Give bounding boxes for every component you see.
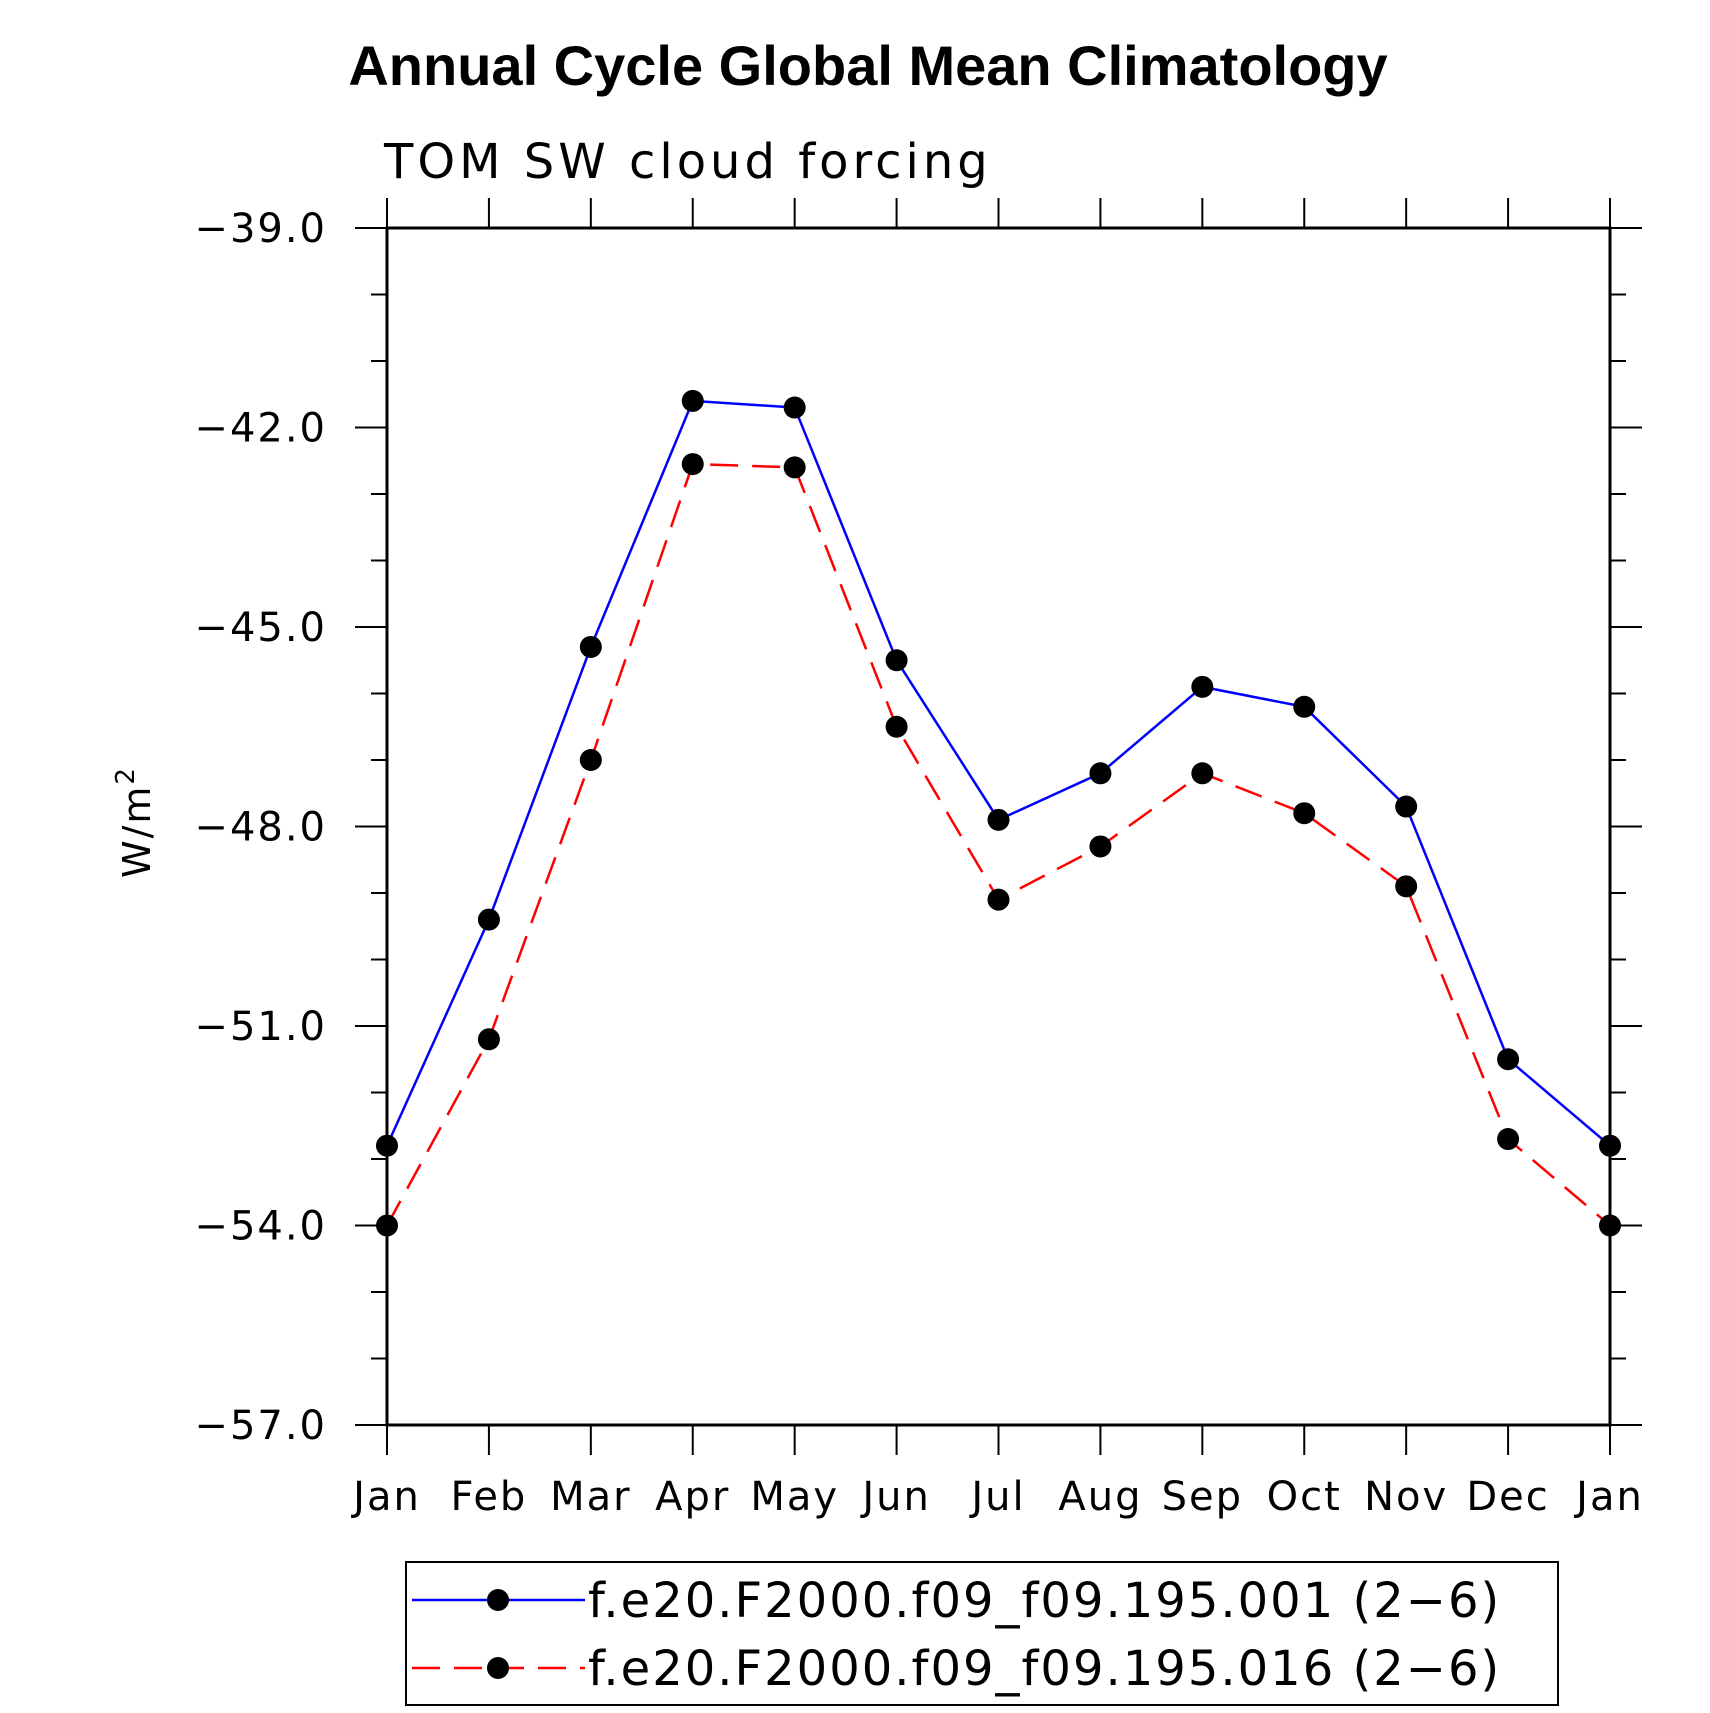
series-1-point [885, 649, 908, 672]
series-2-point [579, 749, 602, 771]
series-line-2 [385, 462, 1611, 1227]
series-2-point [477, 1028, 500, 1051]
y-tick-label: −45.0 [194, 605, 327, 651]
x-tick-label: Mar [550, 1474, 631, 1520]
x-tick-label: Sep [1162, 1474, 1243, 1520]
y-axis-label-superscript: 2 [111, 766, 141, 785]
series-1-point [477, 908, 500, 931]
series-2-point [1089, 835, 1112, 858]
legend: f.e20.F2000.f09_f09.195.001 (2−6) f.e20.F… [405, 1561, 1559, 1706]
series-2-point [1599, 1214, 1621, 1237]
chart-title: Annual Cycle Global Mean Climatology [348, 34, 1387, 97]
series-1-point [376, 1134, 398, 1157]
y-axis-label: W/m2 [111, 766, 159, 878]
y-axis-ticks: −39.0 −42.0 −45.0 −48.0 −51.0 −54.0 −57.0 [194, 206, 1642, 1449]
series-1-point [1599, 1134, 1621, 1157]
series-2-point [987, 888, 1010, 911]
series-2-point [681, 453, 704, 476]
series-2-point [376, 1214, 398, 1237]
series-1-point [681, 389, 704, 412]
series-1-point [987, 808, 1010, 831]
series-1-point [1395, 795, 1418, 818]
y-tick-label: −54.0 [194, 1204, 327, 1250]
y-tick-label: −51.0 [194, 1004, 327, 1050]
series-1-point [1191, 675, 1214, 698]
x-tick-label: Jun [859, 1474, 931, 1520]
y-tick-label: −48.0 [194, 805, 327, 851]
x-tick-label: Feb [451, 1474, 528, 1520]
legend-label-2: f.e20.F2000.f09_f09.195.016 (2−6) [588, 1641, 1501, 1697]
y-tick-label: −57.0 [194, 1403, 327, 1449]
x-tick-label: Dec [1466, 1474, 1549, 1520]
x-tick-label: Aug [1058, 1474, 1142, 1520]
x-tick-label: Oct [1267, 1474, 1342, 1520]
x-tick-label: Jul [968, 1474, 1025, 1520]
series-2-point [1497, 1128, 1520, 1151]
series-1-point [579, 635, 602, 658]
series-2-point [783, 456, 806, 479]
y-axis-label-text: W/m [115, 785, 159, 878]
legend-label-1: f.e20.F2000.f09_f09.195.001 (2−6) [588, 1573, 1501, 1629]
series-1-point [1293, 695, 1316, 718]
series-2-point [885, 715, 908, 738]
series-2-point [1293, 802, 1316, 825]
legend-marker-2 [487, 1657, 509, 1679]
series-line-1 [385, 399, 1611, 1147]
series-1-point [783, 396, 806, 419]
x-tick-label: Jan [350, 1474, 421, 1520]
series-layer [376, 389, 1621, 1237]
series-1-point [1497, 1048, 1520, 1071]
series-2-point [1191, 762, 1214, 785]
x-tick-label: Nov [1364, 1474, 1448, 1520]
chart-subtitle: TOM SW cloud forcing [383, 134, 992, 190]
series-1-point [1089, 762, 1112, 785]
y-tick-label: −39.0 [194, 206, 327, 252]
x-tick-label: Jan [1573, 1474, 1644, 1520]
y-tick-label: −42.0 [194, 406, 327, 452]
legend-marker-1 [487, 1589, 509, 1611]
legend-box [405, 1561, 1559, 1706]
x-tick-label: May [750, 1474, 839, 1520]
series-2-point [1395, 875, 1418, 898]
x-axis-ticks: Jan Feb Mar Apr May Jun Jul Aug Sep Oct Nov Dec Jan [350, 198, 1644, 1520]
x-tick-label: Apr [655, 1474, 730, 1520]
